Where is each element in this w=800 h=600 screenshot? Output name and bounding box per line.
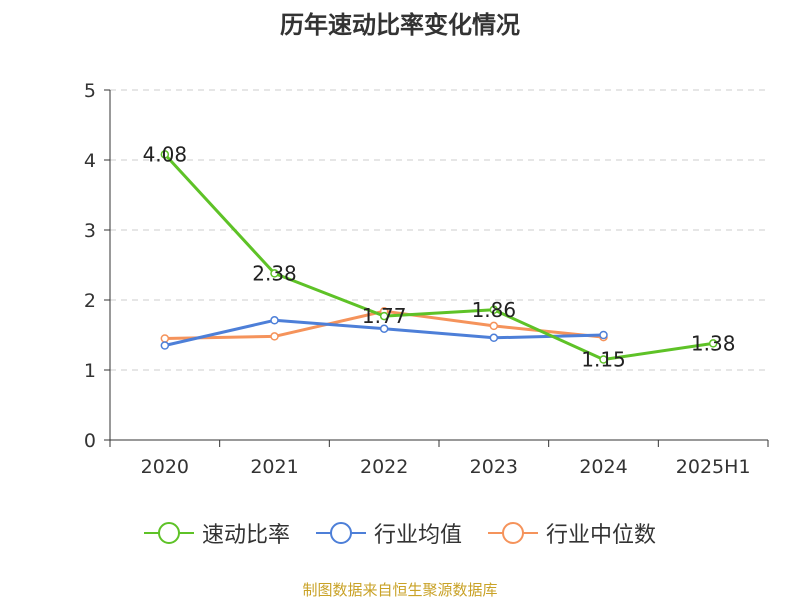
legend-label: 行业中位数 [546, 523, 657, 548]
data-label: 1.38 [691, 331, 736, 355]
legend-marker-circle [329, 522, 352, 544]
x-tick-label: 2023 [470, 456, 518, 478]
data-point [489, 305, 499, 315]
data-point [270, 332, 279, 341]
axes: 0 1 2 3 4 5 2020 2021 2022 2023 2024 2025H1 [84, 80, 769, 478]
x-tick-label: 2021 [250, 456, 298, 478]
chart-title: 历年速动比率变化情况 [280, 11, 520, 39]
legend-item[interactable]: 速动比率 [143, 517, 290, 549]
source-note: 制图数据来自恒生聚源数据库 [302, 581, 498, 599]
legend-marker-icon [143, 522, 194, 544]
legend-marker-icon [488, 522, 538, 544]
data-point [599, 330, 608, 340]
data-label: 4.08 [143, 142, 188, 166]
legend-marker-circle [157, 522, 180, 544]
x-tick-label: 2020 [141, 456, 189, 478]
data-point [270, 269, 279, 278]
data-point [489, 333, 499, 343]
data-labels: 4.08 2.38 1.77 1.86 1.15 1.38 [143, 142, 736, 371]
series-lines [160, 150, 718, 364]
data-point [599, 355, 608, 364]
y-tick-label: 5 [84, 80, 96, 102]
series-line [163, 153, 714, 361]
data-point [160, 334, 170, 343]
y-tick-label: 3 [84, 220, 96, 242]
data-label: 1.77 [362, 304, 407, 328]
x-tick-label: 2025H1 [676, 456, 751, 478]
y-tick-label: 0 [84, 430, 96, 452]
x-tick-label: 2022 [360, 456, 408, 478]
x-tick-label: 2024 [579, 456, 627, 478]
grid-lines [110, 89, 768, 371]
data-point [270, 316, 279, 325]
legend-marker-icon [315, 522, 366, 544]
legend-label: 速动比率 [201, 523, 290, 548]
data-label: 1.86 [472, 298, 517, 322]
data-label: 2.38 [252, 261, 297, 285]
legend: 速动比率 行业均值 行业中位数 [0, 517, 800, 549]
data-point [160, 150, 170, 159]
legend-item[interactable]: 行业中位数 [488, 517, 656, 549]
legend-label: 行业均值 [373, 523, 462, 548]
y-tick-label: 1 [84, 360, 96, 382]
data-point [489, 321, 499, 331]
y-tick-label: 4 [84, 150, 96, 172]
legend-item[interactable]: 行业均值 [315, 517, 462, 549]
data-point [160, 341, 170, 350]
legend-marker-circle [502, 522, 524, 544]
data-point [708, 339, 718, 348]
data-label: 1.15 [581, 348, 626, 372]
data-point [379, 311, 389, 321]
data-point [379, 324, 389, 333]
y-tick-label: 2 [84, 290, 96, 312]
